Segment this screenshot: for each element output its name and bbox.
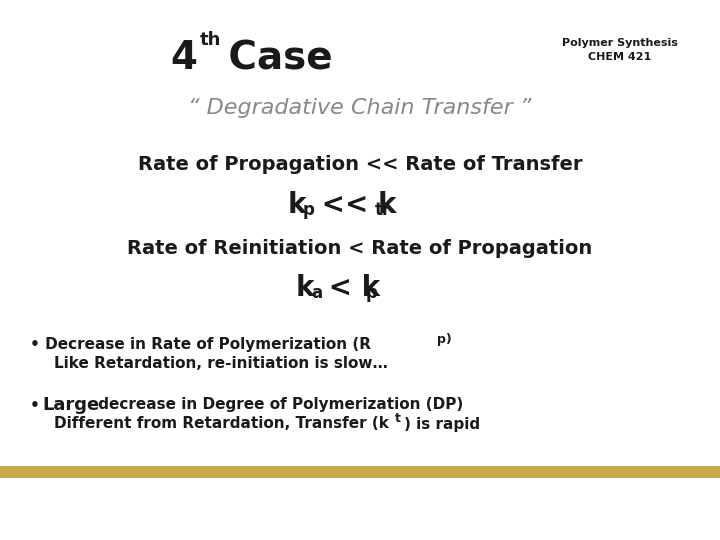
- Text: < k: < k: [319, 274, 380, 302]
- Text: Rate of Propagation << Rate of Transfer: Rate of Propagation << Rate of Transfer: [138, 156, 582, 174]
- Text: k: k: [296, 274, 315, 302]
- Text: “ Degradative Chain Transfer ”: “ Degradative Chain Transfer ”: [189, 98, 531, 118]
- Text: Like Retardation, re-initiation is slow…: Like Retardation, re-initiation is slow…: [54, 356, 388, 372]
- Text: k: k: [288, 191, 307, 219]
- Text: p): p): [437, 334, 451, 347]
- Text: Different from Retardation, Transfer (k: Different from Retardation, Transfer (k: [54, 416, 389, 431]
- Text: th: th: [200, 31, 221, 49]
- Text: ) is rapid: ) is rapid: [404, 416, 480, 431]
- Text: Rate of Reinitiation < Rate of Propagation: Rate of Reinitiation < Rate of Propagati…: [127, 239, 593, 258]
- Text: Polymer Synthesis: Polymer Synthesis: [562, 38, 678, 48]
- Text: 4: 4: [170, 39, 197, 77]
- Text: p: p: [366, 284, 378, 302]
- Text: p: p: [303, 201, 315, 219]
- Text: t: t: [395, 413, 401, 426]
- Text: Case: Case: [215, 39, 333, 77]
- Text: tr: tr: [375, 201, 391, 219]
- Text: << k: << k: [312, 191, 397, 219]
- Text: • Decrease in Rate of Polymerization (R: • Decrease in Rate of Polymerization (R: [30, 338, 371, 353]
- Text: •: •: [30, 397, 45, 413]
- Text: Large: Large: [42, 396, 99, 414]
- Text: a: a: [311, 284, 322, 302]
- Text: decrease in Degree of Polymerization (DP): decrease in Degree of Polymerization (DP…: [93, 397, 463, 413]
- Text: CHEM 421: CHEM 421: [588, 52, 652, 62]
